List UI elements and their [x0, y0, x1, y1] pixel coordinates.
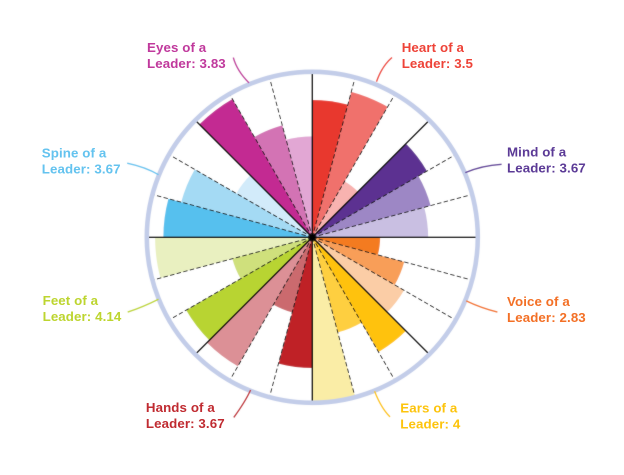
svg-text:Spine of a: Spine of a [42, 146, 107, 161]
svg-text:Ears of a: Ears of a [400, 400, 458, 415]
svg-text:Leader: 3.83: Leader: 3.83 [147, 56, 226, 71]
svg-text:Leader: 3.5: Leader: 3.5 [402, 56, 474, 71]
svg-text:Leader: 3.67: Leader: 3.67 [42, 162, 121, 177]
svg-text:Mind of a: Mind of a [507, 145, 567, 160]
svg-text:Heart of a: Heart of a [402, 40, 465, 55]
svg-text:Hands of a: Hands of a [146, 400, 215, 415]
svg-text:Leader: 3.67: Leader: 3.67 [146, 416, 225, 431]
svg-text:Voice of a: Voice of a [507, 294, 570, 309]
svg-text:Leader: 4: Leader: 4 [400, 416, 461, 431]
svg-text:Leader: 3.67: Leader: 3.67 [507, 161, 586, 176]
svg-text:Eyes of a: Eyes of a [147, 40, 207, 55]
svg-text:Feet of a: Feet of a [43, 293, 99, 308]
svg-text:Leader: 4.14: Leader: 4.14 [43, 309, 122, 324]
svg-text:Leader: 2.83: Leader: 2.83 [507, 310, 586, 325]
